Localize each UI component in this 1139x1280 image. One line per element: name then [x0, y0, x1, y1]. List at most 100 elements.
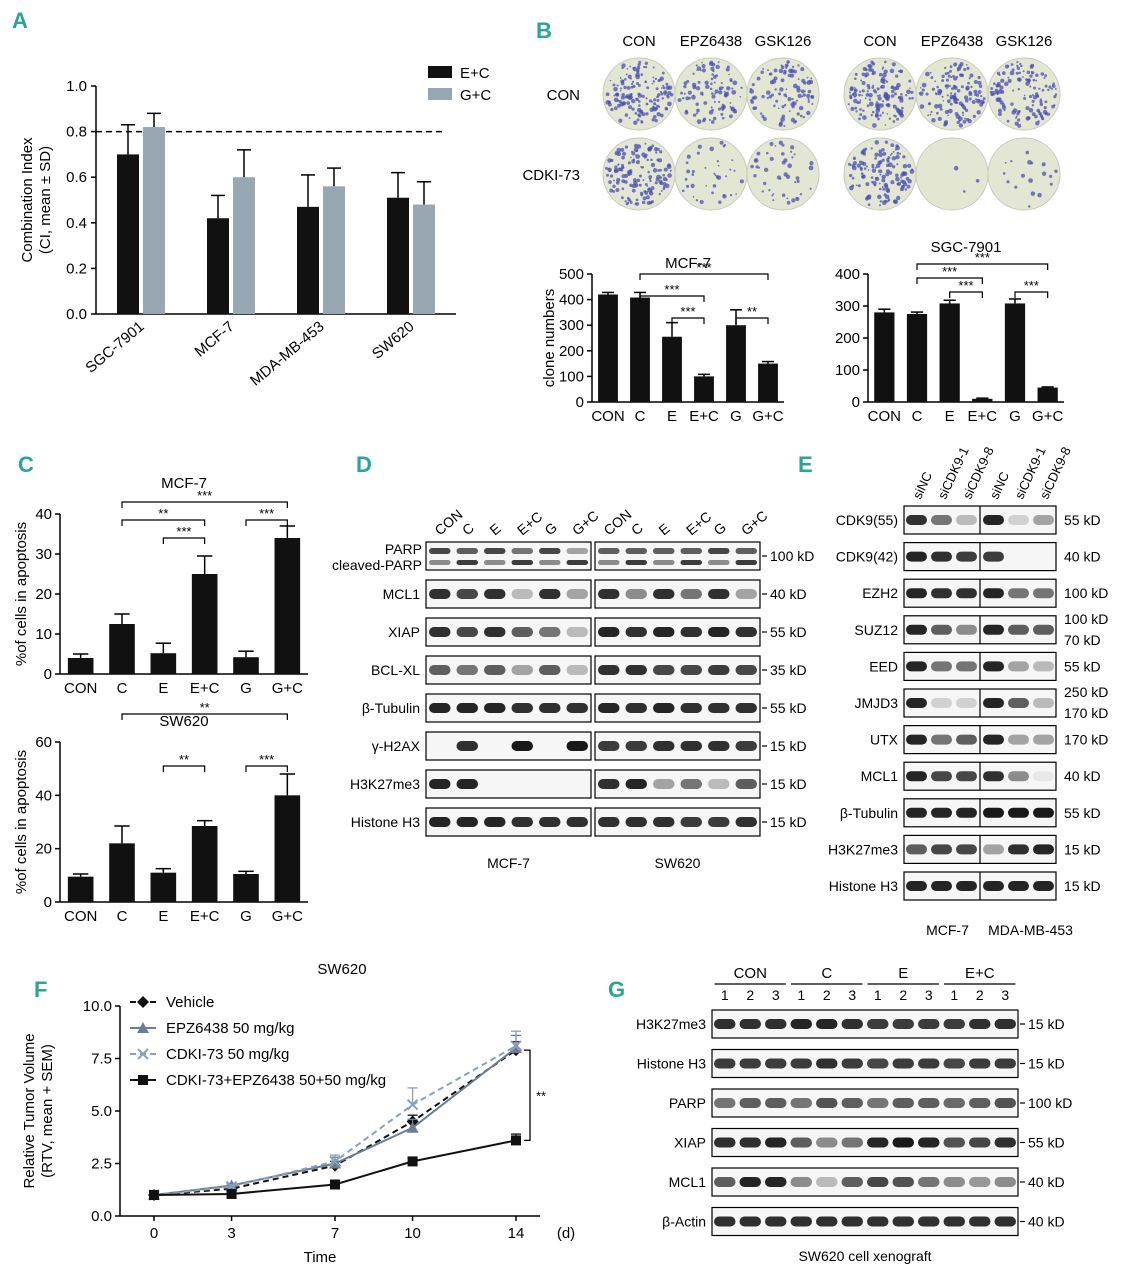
kd-label: 70 kD — [1064, 632, 1101, 648]
chart-title: SW620 — [317, 961, 366, 978]
colony-dot — [899, 176, 902, 179]
colony-dot — [697, 80, 701, 84]
colony-dot — [1028, 94, 1033, 99]
blot-band — [1008, 661, 1029, 672]
y-tick-label: 400 — [559, 292, 584, 309]
significance-bracket — [121, 713, 288, 720]
significance-bracket — [245, 519, 288, 526]
colony-dot — [861, 81, 866, 86]
blot-row-label: PARP — [385, 541, 422, 557]
blot-band — [867, 1058, 889, 1069]
colony-dot — [856, 163, 862, 168]
colony-dot — [625, 73, 628, 76]
blot-box — [711, 1167, 1019, 1197]
blot-band — [867, 1177, 889, 1187]
x-tick-label: G — [240, 908, 252, 925]
colony-dot — [762, 117, 767, 122]
colony-dot — [761, 94, 765, 99]
colony-dot — [657, 105, 661, 108]
blot-band — [539, 817, 561, 827]
colony-dot — [897, 181, 902, 186]
colony-dot — [900, 187, 905, 192]
colony-dot — [780, 152, 785, 156]
colony-dot — [1016, 112, 1020, 116]
blot-band — [625, 741, 647, 751]
blot-band — [943, 1177, 965, 1187]
colony-dot — [1014, 185, 1018, 189]
colony-dot — [626, 85, 631, 90]
blot-band — [983, 624, 1004, 635]
colony-dot — [1016, 64, 1019, 68]
colony-dot — [693, 85, 696, 88]
colony-dot — [664, 93, 666, 96]
colony-dot — [623, 85, 627, 90]
colony-dot — [677, 98, 682, 103]
colony-dot — [1044, 112, 1049, 116]
colony-dot — [641, 113, 644, 116]
blot-band — [994, 1177, 1016, 1187]
colony-dot — [662, 187, 666, 191]
colony-dot — [854, 77, 857, 81]
colony-dot — [619, 87, 622, 90]
colony-dot — [658, 192, 661, 196]
colony-dot — [669, 169, 672, 172]
colony-dot — [1018, 110, 1021, 113]
colony-dot — [965, 85, 970, 91]
colony-dot — [1030, 63, 1035, 68]
colony-dot — [1004, 81, 1009, 87]
colony-dot — [807, 98, 810, 101]
colony-dot — [936, 111, 939, 115]
colony-dot — [785, 88, 788, 91]
colony-dot — [797, 93, 802, 99]
colony-dot — [739, 179, 744, 184]
blot-row-label: UTX — [870, 732, 899, 748]
data-point — [407, 1156, 418, 1167]
lane-label: G+C — [569, 507, 602, 538]
colony-dot — [896, 163, 899, 166]
colony-dot — [662, 173, 666, 177]
colony-dot — [895, 145, 900, 151]
lane-label: G+C — [738, 507, 771, 538]
x-tick-label: E — [158, 680, 168, 697]
colony-dot — [975, 93, 980, 97]
colony-dot — [1038, 87, 1041, 90]
colony-dot — [865, 93, 870, 97]
colony-dot — [621, 187, 625, 191]
blot-band — [931, 807, 952, 818]
blot-band — [456, 627, 478, 637]
blot-band — [653, 665, 675, 675]
colony-dot — [796, 179, 800, 183]
colony-dot — [685, 96, 690, 101]
colony-dot — [854, 106, 858, 110]
data-point — [330, 1179, 340, 1190]
colony-dot — [1043, 106, 1047, 110]
kd-label: 250 kD — [1064, 684, 1108, 700]
colony-dot — [882, 66, 885, 69]
colony-dot — [801, 95, 804, 98]
bar-C — [906, 314, 928, 402]
kd-label: 40 kD — [770, 586, 807, 602]
colony-dot — [964, 117, 967, 120]
blot-band — [735, 665, 757, 675]
colony-dot — [639, 191, 644, 196]
blot-band — [598, 817, 620, 827]
colony-dot — [705, 84, 710, 90]
y-tick-label: 0 — [44, 894, 52, 911]
colony-dot — [637, 113, 641, 117]
colony-dot — [622, 151, 627, 156]
lane-label: 2 — [899, 987, 907, 1003]
colony-dot — [861, 94, 864, 97]
colony-dot — [669, 92, 674, 97]
colony-dot — [1047, 88, 1050, 92]
blot-band — [1008, 624, 1029, 635]
data-point — [226, 1188, 237, 1199]
colony-dot — [970, 85, 973, 89]
x-tick-label: CON — [868, 408, 901, 425]
blot-band — [906, 698, 927, 708]
blot-band — [625, 665, 647, 675]
blot-band — [714, 1098, 736, 1108]
colony-dot — [871, 86, 875, 89]
colony-dot — [1017, 88, 1021, 91]
colony-dot — [1018, 71, 1022, 75]
colony-dot — [1044, 84, 1048, 88]
